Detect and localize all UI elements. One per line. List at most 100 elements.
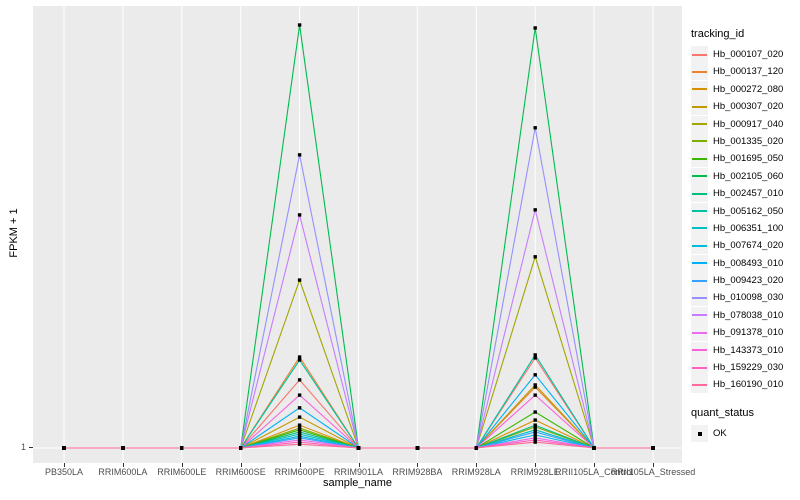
- legend-title-tracking-id: tracking_id: [691, 28, 745, 40]
- legend-key-Hb_000272_080: [691, 80, 708, 98]
- line-swatch-icon: [692, 383, 707, 386]
- point-Hb_010098_030-RRIM600PE: [297, 153, 302, 157]
- legend-entry-Hb_159229_030: Hb_159229_030: [691, 359, 799, 377]
- legend-label-Hb_005162_050: Hb_005162_050: [713, 205, 784, 217]
- legend-key-Hb_007674_020: [691, 237, 708, 255]
- legend-title-quant-status: quant_status: [691, 407, 754, 420]
- legend-entry-Hb_000137_120: Hb_000137_120: [691, 63, 799, 81]
- legend-label-Hb_010098_030: Hb_010098_030: [713, 292, 784, 304]
- point-Hb_160190_010-RRIM928LE: [533, 440, 537, 444]
- legend-key-Hb_002105_060: [691, 167, 708, 185]
- x-tick-mark-RRIM600PE: [299, 463, 301, 467]
- legend-key-Hb_009423_020: [691, 272, 708, 290]
- legend-entry-Hb_000272_080: Hb_000272_080: [691, 80, 799, 98]
- point-Hb_002105_060-RRIM600PE: [297, 23, 302, 27]
- x-tick-label-RRIM901LA: RRIM901LA: [333, 467, 384, 477]
- point-Hb_000137_120-RRIM928LE: [533, 385, 537, 389]
- line-swatch-icon: [692, 210, 707, 213]
- legend-label-Hb_078038_010: Hb_078038_010: [713, 309, 784, 321]
- legend-key-Hb_008493_010: [691, 254, 708, 272]
- point-Hb_143373_010-RRIM600PE: [297, 393, 302, 397]
- line-swatch-icon: [692, 296, 707, 299]
- legend-entry-Hb_009423_020: Hb_009423_020: [691, 272, 799, 290]
- line-swatch-icon: [692, 262, 707, 265]
- plot-panel: [33, 6, 682, 463]
- legend-label-Hb_000917_040: Hb_000917_040: [713, 118, 784, 130]
- point-Hb_160190_010-RRII105LA_Control: [592, 446, 596, 450]
- line-swatch-icon: [692, 105, 707, 108]
- point-Hb_160190_010-RRIM928BA: [415, 446, 420, 450]
- legend-label-Hb_000137_120: Hb_000137_120: [713, 66, 784, 78]
- legend-entry-Hb_001335_020: Hb_001335_020: [691, 132, 799, 150]
- legend-entry-ok: OK: [691, 425, 799, 443]
- point-Hb_091378_010-RRIM600PE: [297, 438, 302, 442]
- point-Hb_000917_040-RRIM600PE: [297, 278, 302, 282]
- x-tick-label-RRIM600SE: RRIM600SE: [215, 467, 266, 477]
- legend-label-Hb_000307_020: Hb_000307_020: [713, 101, 784, 113]
- legend-entry-Hb_008493_010: Hb_008493_010: [691, 254, 799, 272]
- point-Hb_000307_020-RRIM928LE: [533, 383, 537, 387]
- x-tick-label-RRIM928BA: RRIM928BA: [392, 467, 443, 477]
- x-tick-mark-RRIM600LE: [181, 463, 183, 467]
- x-tick-label-RRIM600LE: RRIM600LE: [157, 467, 207, 477]
- legend-entry-Hb_010098_030: Hb_010098_030: [691, 289, 799, 307]
- legend-label-Hb_001335_020: Hb_001335_020: [713, 135, 784, 147]
- line-swatch-icon: [692, 192, 707, 195]
- legend-entry-Hb_000107_020: Hb_000107_020: [691, 46, 799, 63]
- legend-entry-Hb_001695_050: Hb_001695_050: [691, 150, 799, 168]
- point-Hb_160190_010-PB350LA: [62, 446, 66, 450]
- x-tick-mark-RRIM600LA: [122, 463, 124, 467]
- x-tick-mark-RRII105LA_Control: [594, 463, 596, 467]
- legend: tracking_id Hb_000107_020 Hb_000137_120 Hb…: [691, 28, 799, 443]
- plot-canvas: [33, 6, 682, 463]
- point-Hb_002457_010-RRIM928LE: [533, 423, 537, 427]
- line-swatch-icon: [692, 140, 707, 143]
- legend-key-Hb_002457_010: [691, 185, 708, 203]
- point-Hb_160190_010-RRIM600SE: [239, 446, 243, 450]
- line-swatch-icon: [692, 70, 707, 73]
- legend-label-Hb_002105_060: Hb_002105_060: [713, 170, 784, 182]
- legend-label-Hb_006351_100: Hb_006351_100: [713, 222, 784, 234]
- point-Hb_000137_120-RRIM600PE: [297, 355, 302, 359]
- x-tick-mark-RRIM928LA: [476, 463, 478, 467]
- line-swatch-icon: [692, 349, 707, 352]
- point-Hb_001695_050-RRIM600PE: [297, 428, 302, 432]
- point-Hb_078038_010-RRIM928LE: [533, 208, 537, 212]
- legend-entry-Hb_143373_010: Hb_143373_010: [691, 341, 799, 359]
- y-axis-title: FPKM + 1: [8, 208, 20, 258]
- point-Hb_002105_060-RRIM928LE: [533, 26, 537, 30]
- legend-entry-Hb_002105_060: Hb_002105_060: [691, 167, 799, 185]
- line-swatch-icon: [692, 366, 707, 369]
- x-tick-mark-RRII105LA_Stressed: [653, 463, 654, 467]
- legend-label-Hb_159229_030: Hb_159229_030: [713, 362, 784, 374]
- legend-entries: Hb_000107_020 Hb_000137_120 Hb_000272_080 H…: [691, 46, 799, 394]
- legend-key-Hb_001695_050: [691, 150, 708, 168]
- legend-label-Hb_143373_010: Hb_143373_010: [713, 344, 784, 356]
- x-tick-label-RRIM928LE: RRIM928LE: [510, 467, 560, 477]
- legend-key-Hb_160190_010: [691, 376, 708, 394]
- legend-key-Hb_010098_030: [691, 289, 708, 307]
- point-Hb_005162_050-RRIM600PE: [297, 358, 302, 362]
- point-Hb_091378_010-RRIM928LE: [533, 436, 537, 440]
- point-Hb_002457_010-RRIM600PE: [297, 430, 302, 434]
- legend-key-Hb_091378_010: [691, 324, 708, 342]
- square-point-icon: [697, 431, 702, 436]
- legend-entry-Hb_005162_050: Hb_005162_050: [691, 202, 799, 220]
- legend-key-Hb_000917_040: [691, 115, 708, 133]
- point-Hb_000107_020-RRIM600PE: [297, 378, 302, 382]
- x-axis-title: sample_name: [322, 477, 393, 489]
- point-Hb_008493_010-RRIM600PE: [297, 406, 302, 410]
- x-tick-label-PB350LA: PB350LA: [44, 467, 84, 477]
- legend-label-Hb_000107_020: Hb_000107_020: [713, 49, 784, 60]
- legend-key-Hb_143373_010: [691, 341, 708, 359]
- point-Hb_008493_010-RRIM928LE: [533, 373, 537, 377]
- line-swatch-icon: [692, 175, 707, 178]
- x-tick-mark-RRIM901LA: [358, 463, 360, 467]
- legend-label-Hb_007674_020: Hb_007674_020: [713, 240, 784, 252]
- legend-label-Hb_091378_010: Hb_091378_010: [713, 327, 784, 339]
- point-Hb_006351_100-RRIM600PE: [297, 432, 302, 436]
- legend-key-Hb_005162_050: [691, 202, 708, 220]
- line-swatch-icon: [692, 123, 707, 126]
- legend-entry-Hb_007674_020: Hb_007674_020: [691, 237, 799, 255]
- legend-key-Hb_006351_100: [691, 219, 708, 237]
